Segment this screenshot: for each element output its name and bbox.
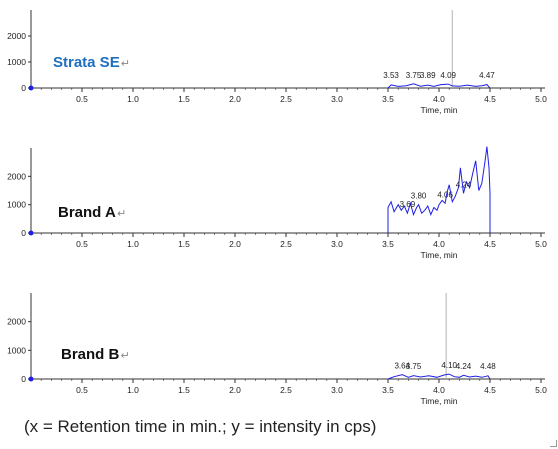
x-tick-label: 1.5: [178, 385, 190, 395]
chart-panel: 0 1000 2000 0.5 1.0 1.5 2.0 2.5 3.0 3.5 4.0 4.5 5.0 T…: [7, 10, 547, 115]
y-tick-label: 2000: [7, 317, 26, 327]
x-axis-label: Time, min: [421, 396, 458, 406]
chart-panel: 0 1000 2000 0.5 1.0 1.5 2.0 2.5 3.0 3.5 4.0 4.5 5.0 T…: [7, 146, 547, 260]
peak-label: 4.06: [437, 190, 453, 199]
x-tick-label: 3.0: [331, 239, 343, 249]
x-tick-label: 3.5: [382, 239, 394, 249]
y-tick-label: 0: [21, 83, 26, 93]
sample-title: Brand B: [61, 346, 120, 363]
x-tick-label: 1.5: [178, 94, 190, 104]
x-tick-label: 3.0: [331, 94, 343, 104]
x-axis-label: Time, min: [421, 105, 458, 115]
return-mark-icon: ↵: [121, 349, 130, 362]
x-tick-label: 4.0: [433, 94, 445, 104]
peak-label: 4.48: [480, 362, 496, 371]
y-tick-label: 2000: [7, 31, 26, 41]
x-tick-label: 4.0: [433, 385, 445, 395]
x-tick-label: 0.5: [76, 239, 88, 249]
peak-label: 3.64: [394, 362, 410, 371]
x-tick-label: 5.0: [535, 239, 547, 249]
trace-line: [387, 373, 491, 380]
peak-label: 3.53: [383, 71, 399, 80]
x-tick-label: 1.0: [127, 239, 139, 249]
x-tick-label: 5.0: [535, 94, 547, 104]
peak-label: 3.89: [420, 71, 436, 80]
origin-marker: [28, 230, 34, 236]
peak-label: 4.24: [456, 362, 472, 371]
x-tick-label: 2.0: [229, 239, 241, 249]
origin-marker: [28, 85, 34, 91]
y-tick-label: 1000: [7, 345, 26, 355]
x-axis-label: Time, min: [421, 250, 458, 260]
x-tick-label: 2.5: [280, 94, 292, 104]
x-tick-label: 1.0: [127, 385, 139, 395]
peak-label: 3.69: [400, 200, 416, 209]
peak-label: 3.80: [411, 192, 427, 201]
trace-line: [387, 146, 491, 233]
peak-label: 3.75: [406, 362, 422, 371]
x-tick-label: 4.0: [433, 239, 445, 249]
x-tick-label: 2.0: [229, 385, 241, 395]
x-tick-label: 5.0: [535, 385, 547, 395]
return-mark-icon: ↵: [121, 57, 130, 70]
peak-label: 4.24: [456, 180, 472, 189]
x-tick-label: 4.5: [484, 239, 496, 249]
x-tick-label: 3.5: [382, 385, 394, 395]
x-tick-label: 1.0: [127, 94, 139, 104]
x-tick-label: 3.5: [382, 94, 394, 104]
sample-title: Strata SE: [53, 54, 120, 71]
x-tick-label: 1.5: [178, 239, 190, 249]
corner-mark: [550, 440, 557, 447]
y-tick-label: 2000: [7, 171, 26, 181]
x-tick-label: 2.5: [280, 385, 292, 395]
x-tick-label: 0.5: [76, 385, 88, 395]
x-tick-label: 2.0: [229, 94, 241, 104]
y-tick-label: 1000: [7, 57, 26, 67]
peak-label: 4.09: [440, 71, 456, 80]
origin-marker: [28, 376, 34, 382]
x-tick-label: 0.5: [76, 94, 88, 104]
peak-label: 4.10: [441, 361, 457, 370]
trace-line: [387, 83, 491, 89]
peak-label: 4.47: [479, 71, 495, 80]
x-tick-label: 4.5: [484, 94, 496, 104]
y-tick-label: 0: [21, 374, 26, 384]
figure-caption: (x = Retention time in min.; y = intensi…: [24, 417, 377, 436]
x-tick-label: 4.5: [484, 385, 496, 395]
x-tick-label: 3.0: [331, 385, 343, 395]
sample-title: Brand A: [58, 204, 116, 221]
return-mark-icon: ↵: [117, 207, 126, 220]
y-tick-label: 0: [21, 228, 26, 238]
x-tick-label: 2.5: [280, 239, 292, 249]
chart-panel: 0 1000 2000 0.5 1.0 1.5 2.0 2.5 3.0 3.5 4.0 4.5 5.0 T…: [7, 293, 547, 406]
y-tick-label: 1000: [7, 200, 26, 210]
peak-label: 3.75: [406, 71, 422, 80]
